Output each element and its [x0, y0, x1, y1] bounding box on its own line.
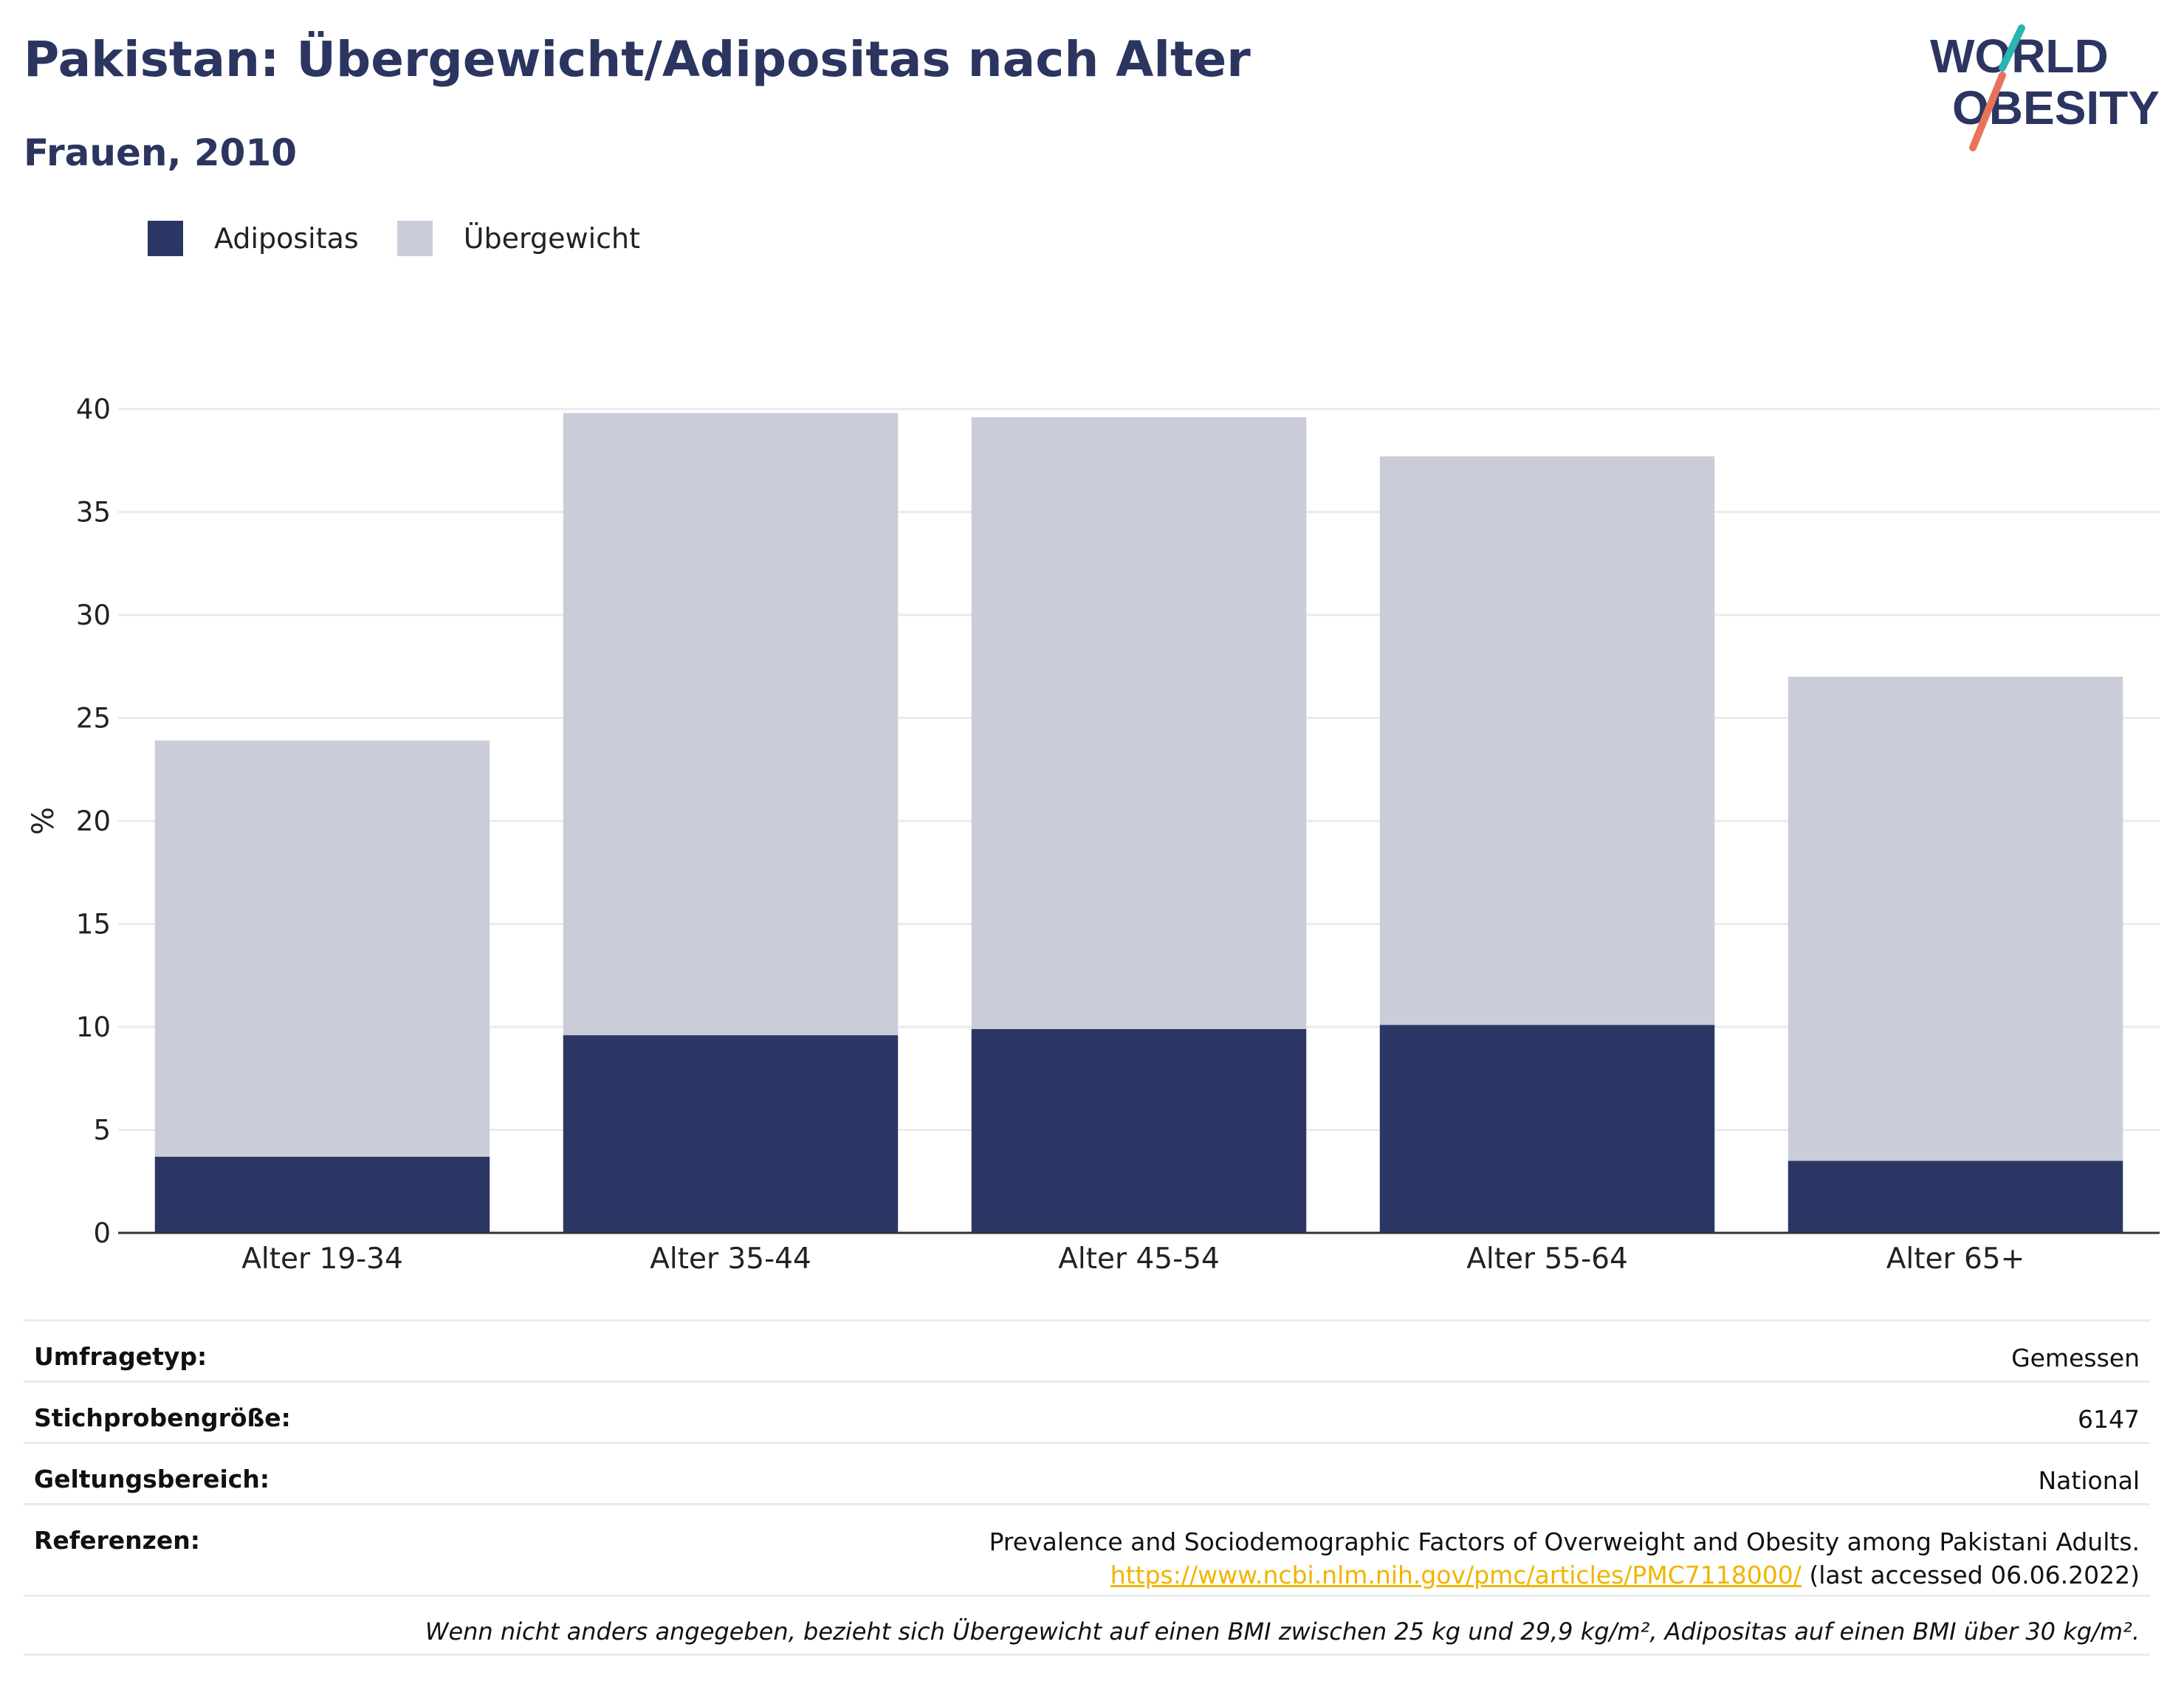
- chart-subtitle: Frauen, 2010: [24, 131, 298, 174]
- logo-slash-teal: [1999, 24, 2025, 72]
- bar-uebergewicht: [154, 740, 490, 1157]
- stacked-bar-chart: 0 5 10 15 20 25 30 35 40% Alter 19-34 Alter 35-44 A…: [27, 393, 2160, 1276]
- y-tick-label: 35: [76, 497, 111, 529]
- reference-title: Prevalence and Sociodemographic Factors …: [989, 1527, 2140, 1556]
- survey-type-label: Umfragetyp:: [34, 1342, 207, 1371]
- coverage-value: National: [2038, 1466, 2140, 1495]
- reference-accessed: (last accessed 06.06.2022): [1801, 1560, 2140, 1589]
- bar-adipositas: [971, 1028, 1307, 1233]
- info-table: Umfragetyp: Gemessen Stichprobengröße: 6…: [24, 1319, 2150, 1656]
- references-value: Prevalence and Sociodemographic Factors …: [989, 1526, 2140, 1592]
- logo-slash-coral: [1969, 72, 2006, 151]
- info-row-coverage: Geltungsbereich: National: [24, 1442, 2150, 1503]
- info-row-references: Referenzen: Prevalence and Sociodemograp…: [24, 1503, 2150, 1595]
- bar-adipositas: [154, 1156, 490, 1233]
- references-label: Referenzen:: [34, 1526, 200, 1555]
- x-tick-label: Alter 55-64: [1466, 1242, 1628, 1276]
- y-tick-label: 10: [76, 1011, 111, 1043]
- bar-uebergewicht: [1788, 676, 2123, 1161]
- x-tick-label: Alter 35-44: [650, 1242, 811, 1276]
- legend-item-uebergewicht: Übergewicht: [396, 221, 640, 256]
- legend-item-adipositas: Adipositas: [148, 221, 359, 256]
- bar-uebergewicht: [1379, 456, 1715, 1025]
- y-tick-label: 5: [93, 1115, 111, 1146]
- coverage-label: Geltungsbereich:: [34, 1465, 270, 1493]
- reference-link-line: https://www.ncbi.nlm.nih.gov/pmc/article…: [989, 1559, 2140, 1592]
- y-axis-title: %: [27, 807, 61, 835]
- sample-size-value: 6147: [2078, 1405, 2140, 1434]
- info-row-note: Wenn nicht anders angegeben, bezieht sic…: [24, 1595, 2150, 1656]
- y-tick-label: 30: [76, 599, 111, 631]
- definition-note: Wenn nicht anders angegeben, bezieht sic…: [425, 1617, 2140, 1646]
- bar-adipositas: [1379, 1025, 1715, 1233]
- y-tick-label: 25: [76, 703, 111, 735]
- reference-link[interactable]: https://www.ncbi.nlm.nih.gov/pmc/article…: [1110, 1560, 1802, 1589]
- survey-type-value: Gemessen: [2011, 1344, 2140, 1372]
- info-row-sample-size: Stichprobengröße: 6147: [24, 1381, 2150, 1442]
- y-tick-label: 40: [76, 393, 111, 425]
- y-tick-label: 20: [76, 805, 111, 837]
- y-tick-label: 15: [76, 909, 111, 941]
- bar-uebergewicht: [563, 413, 899, 1036]
- bar-adipositas: [1788, 1161, 2123, 1233]
- x-tick-label: Alter 45-54: [1058, 1242, 1220, 1276]
- chart-legend: Adipositas Übergewicht: [148, 220, 679, 257]
- x-tick-label: Alter 19-34: [241, 1242, 403, 1276]
- world-obesity-logo: WORLD OBESITY: [1930, 24, 2160, 151]
- bar-uebergewicht: [971, 417, 1307, 1029]
- axes: 0 5 10 15 20 25 30 35 40% Alter 19-34 Alter 35-44 A…: [27, 393, 2160, 1276]
- legend-label-uebergewicht: Übergewicht: [463, 222, 640, 255]
- info-row-survey-type: Umfragetyp: Gemessen: [24, 1319, 2150, 1381]
- sample-size-label: Stichprobengröße:: [34, 1403, 291, 1432]
- legend-swatch-adipositas: [148, 221, 183, 256]
- legend-label-adipositas: Adipositas: [214, 222, 359, 255]
- legend-swatch-uebergewicht: [396, 221, 433, 256]
- x-tick-label: Alter 65+: [1886, 1242, 2025, 1276]
- y-tick-label: 0: [93, 1217, 111, 1249]
- chart-title: Pakistan: Übergewicht/Adipositas nach Al…: [24, 31, 1251, 88]
- bars: [154, 413, 2123, 1233]
- bar-adipositas: [563, 1035, 899, 1233]
